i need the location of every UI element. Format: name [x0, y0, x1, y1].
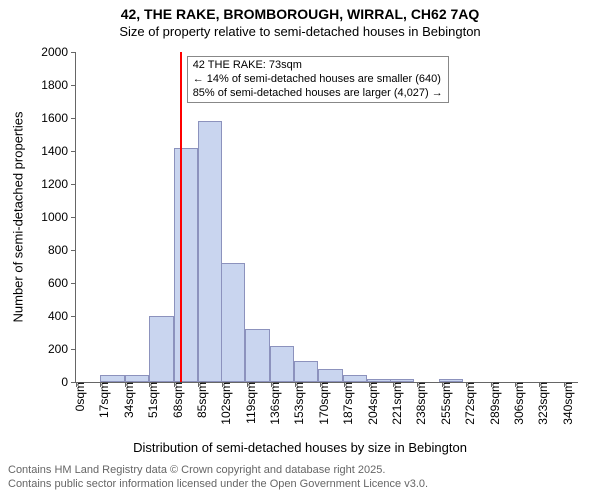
ytick-label: 1800	[41, 78, 76, 92]
xtick-label: 289sqm	[480, 382, 502, 425]
xtick-label: 221sqm	[382, 382, 404, 425]
ytick-label: 200	[48, 342, 76, 356]
ytick-label: 1000	[41, 210, 76, 224]
xtick-label: 119sqm	[236, 382, 258, 424]
xtick-label: 306sqm	[504, 382, 526, 425]
xtick-label: 255sqm	[431, 382, 453, 425]
annotation-line: 85% of semi-detached houses are larger (…	[193, 87, 443, 101]
chart-container: 42, THE RAKE, BROMBOROUGH, WIRRAL, CH62 …	[0, 0, 600, 500]
annotation-box: 42 THE RAKE: 73sqm← 14% of semi-detached…	[187, 56, 449, 103]
xtick-label: 85sqm	[187, 382, 209, 418]
xtick-label: 0sqm	[65, 382, 87, 411]
histogram-bar	[343, 375, 367, 382]
histogram-bar	[270, 346, 294, 382]
ytick-label: 600	[48, 276, 76, 290]
xtick-label: 340sqm	[553, 382, 575, 425]
histogram-bar	[390, 379, 414, 382]
xtick-label: 68sqm	[163, 382, 185, 418]
footer-line-2: Contains public sector information licen…	[8, 478, 428, 490]
chart-title: 42, THE RAKE, BROMBOROUGH, WIRRAL, CH62 …	[0, 6, 600, 22]
ytick-label: 2000	[41, 45, 76, 59]
xtick-label: 238sqm	[406, 382, 428, 425]
annotation-line: 42 THE RAKE: 73sqm	[193, 59, 443, 73]
xtick-label: 51sqm	[138, 382, 160, 418]
plot-area: 02004006008001000120014001600180020000sq…	[75, 52, 578, 383]
ytick-label: 1200	[41, 177, 76, 191]
ytick-label: 1600	[41, 111, 76, 125]
xtick-label: 17sqm	[89, 382, 111, 418]
ytick-label: 800	[48, 243, 76, 257]
histogram-bar	[318, 369, 342, 382]
histogram-bar	[221, 263, 245, 382]
xtick-label: 102sqm	[211, 382, 233, 425]
marker-line	[180, 52, 182, 382]
histogram-bar	[245, 329, 269, 382]
y-axis-label: Number of semi-detached properties	[11, 112, 26, 323]
histogram-bar	[198, 121, 222, 382]
histogram-bar	[100, 375, 124, 382]
ytick-label: 1400	[41, 144, 76, 158]
histogram-bar	[149, 316, 173, 382]
xtick-label: 153sqm	[284, 382, 306, 425]
footer-line-1: Contains HM Land Registry data © Crown c…	[8, 464, 385, 476]
xtick-label: 34sqm	[114, 382, 136, 418]
histogram-bar	[367, 379, 391, 382]
histogram-bar	[439, 379, 463, 382]
xtick-label: 272sqm	[455, 382, 477, 425]
ytick-label: 400	[48, 309, 76, 323]
xtick-label: 204sqm	[358, 382, 380, 425]
histogram-bar	[125, 375, 149, 382]
xtick-label: 170sqm	[309, 382, 331, 425]
annotation-line: ← 14% of semi-detached houses are smalle…	[193, 73, 443, 87]
histogram-bar	[174, 148, 198, 382]
histogram-bar	[294, 361, 318, 382]
xtick-label: 187sqm	[333, 382, 355, 425]
xtick-label: 136sqm	[260, 382, 282, 425]
chart-subtitle: Size of property relative to semi-detach…	[0, 24, 600, 39]
x-axis-label: Distribution of semi-detached houses by …	[0, 440, 600, 455]
xtick-label: 323sqm	[528, 382, 550, 425]
